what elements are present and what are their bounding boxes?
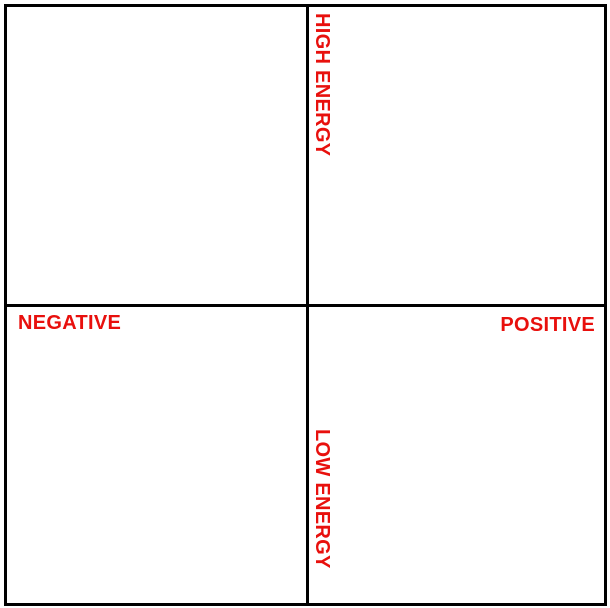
positive-label: POSITIVE xyxy=(500,314,595,336)
high-energy-label: HIGH ENERGY xyxy=(311,13,333,157)
negative-label: NEGATIVE xyxy=(18,312,122,334)
quadrant-bottom-left xyxy=(7,307,306,603)
horizontal-axis xyxy=(7,304,604,307)
low-energy-label: LOW ENERGY xyxy=(311,429,333,569)
quadrant-grid xyxy=(4,4,607,606)
quadrant-top-left xyxy=(7,7,306,304)
quadrant-bottom-right xyxy=(309,307,604,603)
quadrant-top-right xyxy=(309,7,604,304)
